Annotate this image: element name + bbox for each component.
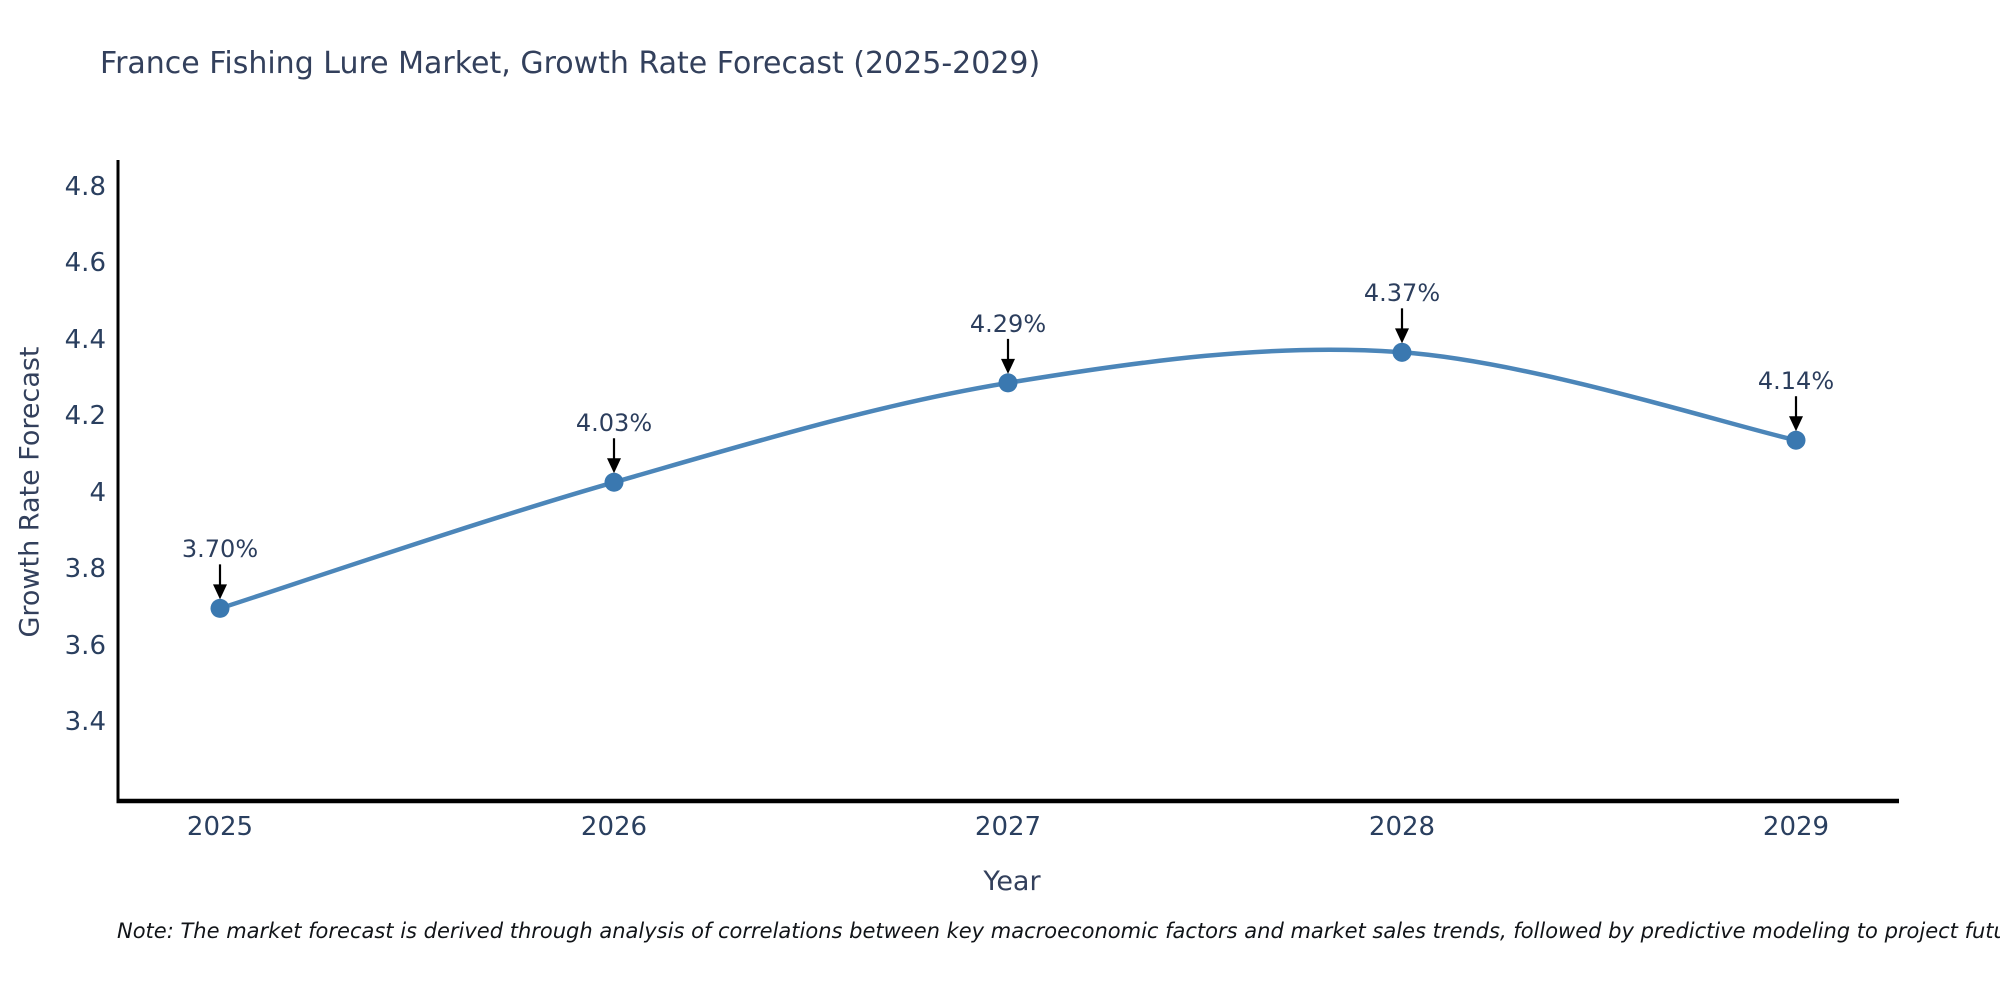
y-tick-label: 3.4 (64, 707, 106, 737)
data-point-label: 4.14% (1757, 367, 1835, 396)
data-point-marker (210, 598, 230, 618)
y-tick-label: 4.8 (64, 172, 106, 202)
x-axis-title: Year (983, 866, 1041, 897)
data-point-label: 4.37% (1363, 279, 1441, 308)
x-tick-label: 2026 (580, 812, 648, 842)
annotation-arrowhead (1789, 416, 1803, 432)
y-tick-label: 4.2 (64, 401, 106, 432)
x-tick-label: 2029 (1762, 812, 1830, 842)
annotation-arrowhead (607, 458, 621, 474)
chart-note: Note: The market forecast is derived thr… (117, 919, 2000, 943)
y-tick-label: 3.8 (64, 554, 106, 585)
data-point-label: 3.70% (181, 535, 259, 564)
annotation-arrowhead (213, 584, 227, 600)
x-tick-label: 2025 (186, 812, 254, 842)
y-tick-label: 4.6 (64, 248, 106, 279)
data-point-marker (1392, 342, 1412, 362)
data-point-marker (604, 472, 624, 492)
y-tick-label: 4.4 (64, 324, 106, 355)
chart-title: France Fishing Lure Market, Growth Rate … (100, 46, 1041, 81)
data-point-label: 4.29% (969, 309, 1047, 338)
y-tick-label: 4 (89, 477, 106, 508)
y-tick-label: 3.6 (64, 630, 106, 661)
data-point-label: 4.03% (575, 409, 653, 438)
data-point-marker (998, 373, 1018, 393)
annotation-arrowhead (1001, 358, 1015, 374)
x-tick-label: 2028 (1368, 812, 1436, 842)
data-point-marker (1786, 430, 1806, 450)
x-tick-label: 2027 (974, 812, 1042, 842)
annotation-arrowhead (1395, 328, 1409, 344)
